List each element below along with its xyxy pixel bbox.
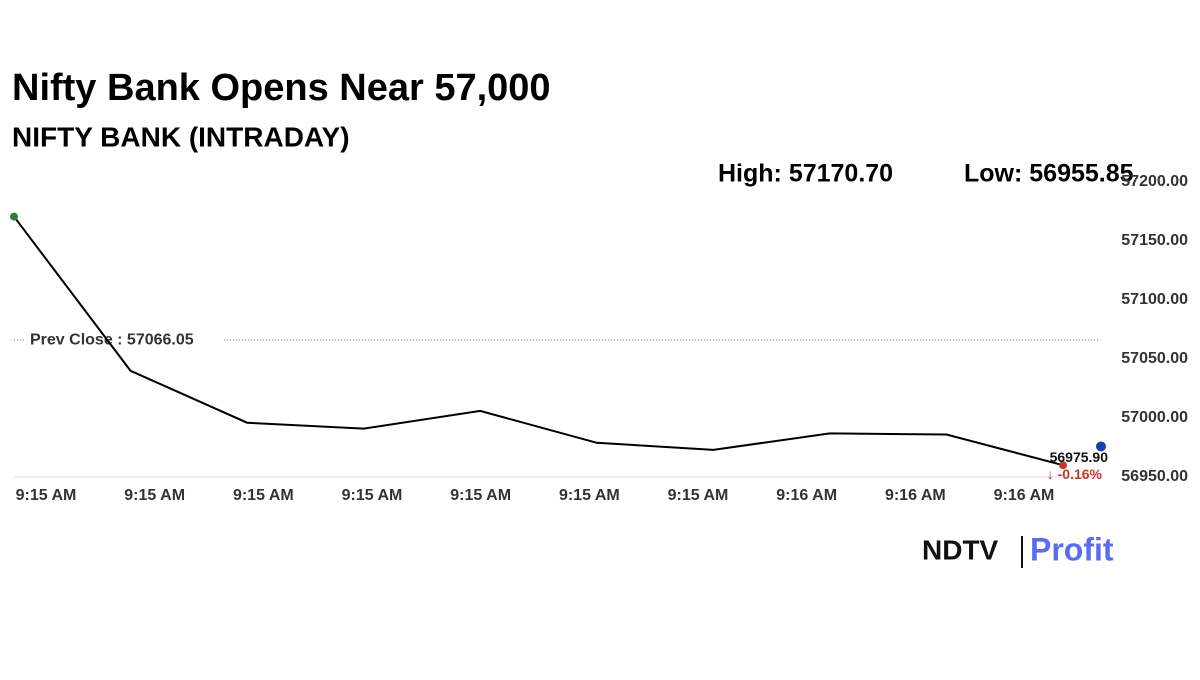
y-tick-label: 56950.00 [1121,468,1188,485]
start-dot [10,212,18,221]
prev-close-bg [24,329,224,352]
x-tick-label: 9:16 AM [994,487,1055,504]
x-tick-label: 9:16 AM [776,487,837,504]
x-tick-label: 9:15 AM [668,487,729,504]
line [13,215,1064,467]
x-tick-label: 9:15 AM [559,487,620,504]
chart-title: Nifty Bank Opens Near 57,000 [12,67,551,109]
x-tick-label: 9:15 AM [342,487,403,504]
last-price-dot [1096,441,1106,452]
x-tick-label: 9:15 AM [233,487,294,504]
x-tick-label: 9:15 AM [16,487,77,504]
logo-ndtv: NDTV [922,534,999,565]
x-tick-label: 9:15 AM [124,487,185,504]
y-tick-label: 57200.00 [1121,173,1188,190]
x-tick-label: 9:15 AM [450,487,511,504]
high-label: High: 57170.70 [718,160,893,188]
y-tick-label: 57050.00 [1121,350,1188,367]
low-label: Low: 56955.85 [964,160,1134,188]
end-dot [1059,461,1067,470]
chart-subtitle: NIFTY BANK (INTRADAY) [12,121,350,152]
y-tick-label: 57100.00 [1121,291,1188,308]
y-tick-label: 57150.00 [1121,232,1188,249]
prev-close-label: Prev Close : 57066.05 [30,331,194,348]
logo-profit: Profit [1030,531,1114,567]
x-tick-label: 9:16 AM [885,487,946,504]
change-label: ↓ -0.16% [1047,466,1103,482]
y-tick-label: 57000.00 [1121,409,1188,426]
last-price-label: 56975.90 [1050,449,1109,465]
